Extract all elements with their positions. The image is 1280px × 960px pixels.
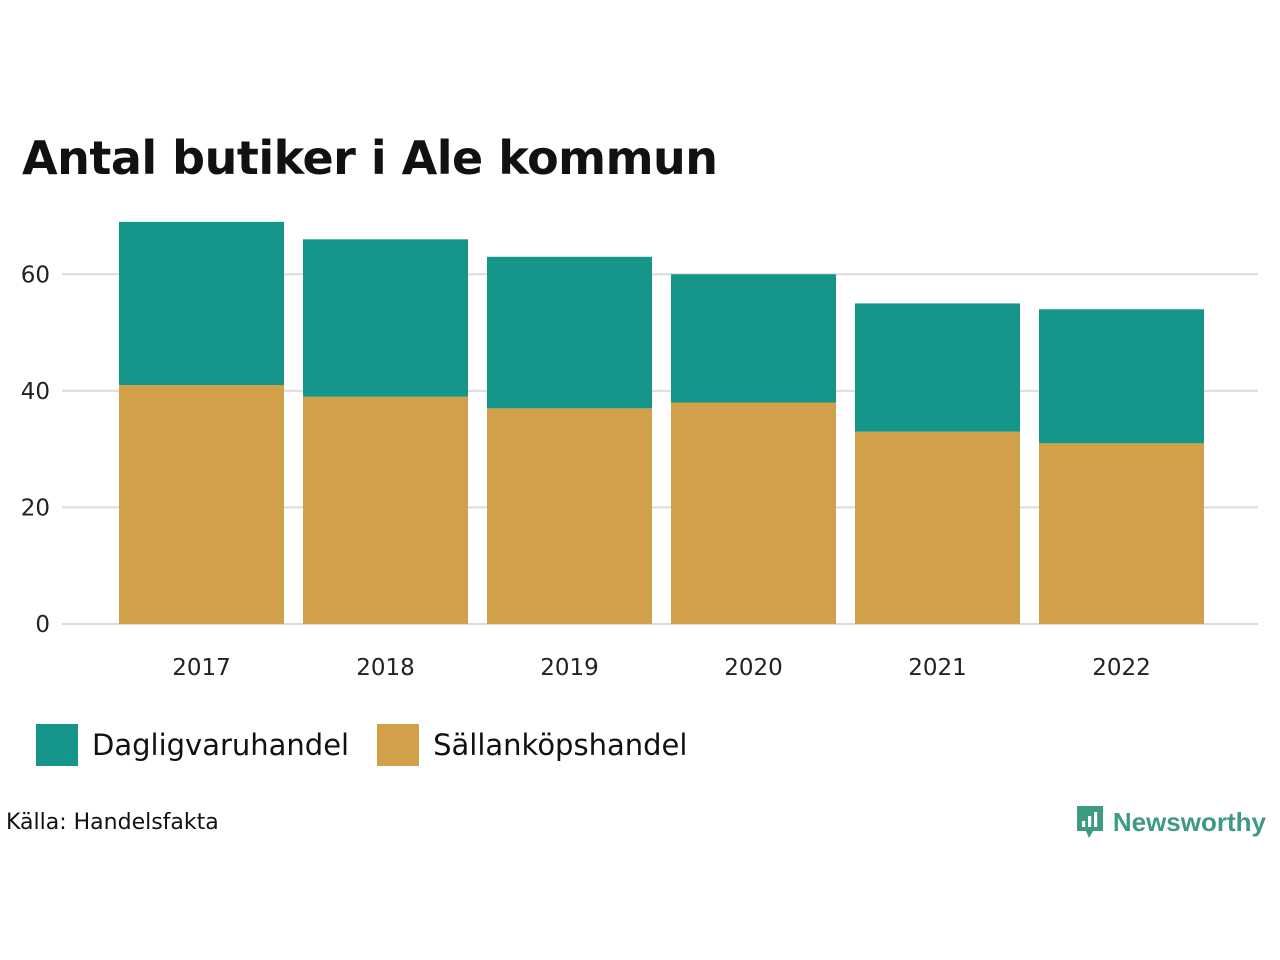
- y-tick-label: 60: [21, 262, 50, 288]
- legend-swatch-dagligvaruhandel: [36, 724, 78, 766]
- bars: [119, 221, 1204, 624]
- brand-name: Newsworthy: [1112, 806, 1266, 837]
- x-tick-label: 2019: [540, 655, 599, 681]
- y-tick-label: 20: [21, 495, 50, 521]
- x-tick-label: 2018: [356, 655, 415, 681]
- legend-item-sallankopshandel[interactable]: Sällanköpshandel: [377, 724, 687, 766]
- newsworthy-logo-icon: [1076, 806, 1103, 838]
- bar-dagligvaruhandel-2017[interactable]: [119, 221, 284, 386]
- y-axis-ticks: 0 20 40 60: [21, 262, 50, 638]
- x-axis-ticks: 2017 2018 2019 2020 2021 2022: [172, 655, 1151, 681]
- x-tick-label: 2020: [724, 655, 783, 681]
- legend-label-sallankopshandel: Sällanköpshandel: [433, 728, 688, 762]
- bar-s-llank-pshandel-2020[interactable]: [671, 402, 836, 624]
- bar-s-llank-pshandel-2017[interactable]: [119, 385, 284, 624]
- y-tick-label: 0: [35, 612, 50, 638]
- x-tick-label: 2021: [908, 655, 967, 681]
- legend: Dagligvaruhandel Sällanköpshandel: [36, 724, 715, 766]
- bar-dagligvaruhandel-2019[interactable]: [487, 256, 652, 409]
- bar-s-llank-pshandel-2022[interactable]: [1039, 443, 1204, 624]
- x-tick-label: 2022: [1092, 655, 1151, 681]
- x-tick-label: 2017: [172, 655, 231, 681]
- bar-dagligvaruhandel-2020[interactable]: [671, 274, 836, 403]
- bar-dagligvaruhandel-2018[interactable]: [303, 239, 468, 397]
- bar-dagligvaruhandel-2022[interactable]: [1039, 309, 1204, 444]
- y-tick-label: 40: [21, 379, 50, 405]
- bar-s-llank-pshandel-2021[interactable]: [855, 431, 1020, 624]
- brand-logo[interactable]: Newsworthy: [1075, 804, 1266, 840]
- legend-item-dagligvaruhandel[interactable]: Dagligvaruhandel: [36, 724, 349, 766]
- bar-dagligvaruhandel-2021[interactable]: [855, 303, 1020, 432]
- bar-s-llank-pshandel-2018[interactable]: [303, 396, 468, 624]
- bar-s-llank-pshandel-2019[interactable]: [487, 408, 652, 624]
- legend-label-dagligvaruhandel: Dagligvaruhandel: [92, 728, 350, 762]
- chart-title: Antal butiker i Ale kommun: [22, 131, 718, 185]
- legend-swatch-sallankopshandel: [377, 724, 420, 766]
- source-note: Källa: Handelsfakta: [6, 810, 219, 835]
